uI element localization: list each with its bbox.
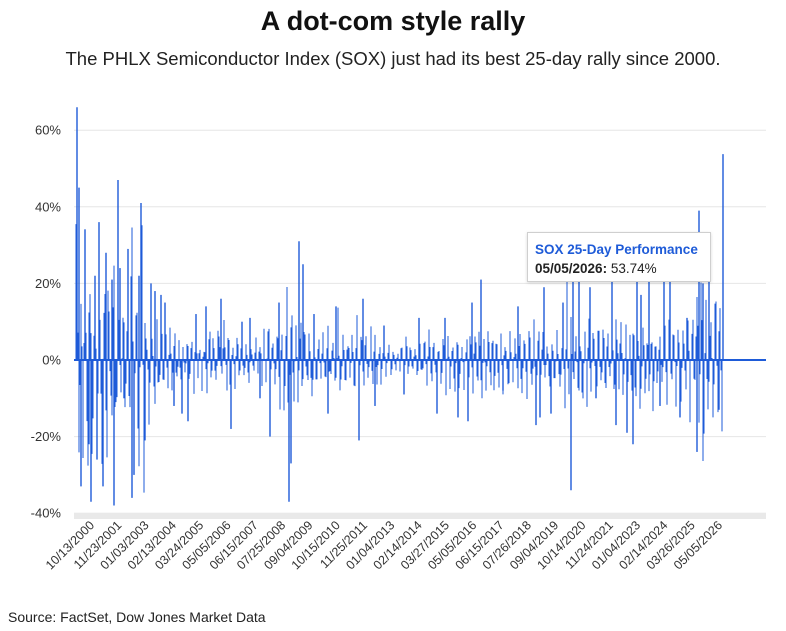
- y-tick-label: 20%: [35, 276, 61, 291]
- x-axis-ticks: 10/13/200011/23/200101/03/200302/13/2004…: [43, 518, 725, 572]
- source-note: Source: FactSet, Dow Jones Market Data: [8, 609, 266, 625]
- tooltip-value: 53.74%: [610, 261, 657, 276]
- chart-canvas: -40% -20% 0% 20% 40% 60% 10/13/200011/23/2001…: [31, 107, 766, 572]
- tooltip-value-row: 05/05/2026: 53.74%: [535, 259, 710, 278]
- tooltip-date: 05/05/2026:: [535, 261, 608, 276]
- grid-lines: [74, 129, 766, 514]
- chart-subtitle: The PHLX Semiconductor Index (SOX) just …: [65, 48, 721, 69]
- tooltip-series-label: SOX 25-Day Performance: [535, 242, 698, 257]
- chart-title: A dot-com style rally: [260, 6, 526, 36]
- data-tooltip: SOX 25-Day Performance 05/05/2026: 53.74…: [527, 232, 711, 282]
- y-tick-label: -20%: [31, 429, 62, 444]
- bar-series: [75, 107, 724, 506]
- x-axis-band: [74, 513, 766, 519]
- y-tick-label: -40%: [31, 506, 62, 521]
- y-axis-ticks: -40% -20% 0% 20% 40% 60%: [31, 123, 62, 521]
- y-tick-label: 0%: [42, 353, 61, 368]
- y-tick-label: 60%: [35, 123, 61, 138]
- y-tick-label: 40%: [35, 199, 61, 214]
